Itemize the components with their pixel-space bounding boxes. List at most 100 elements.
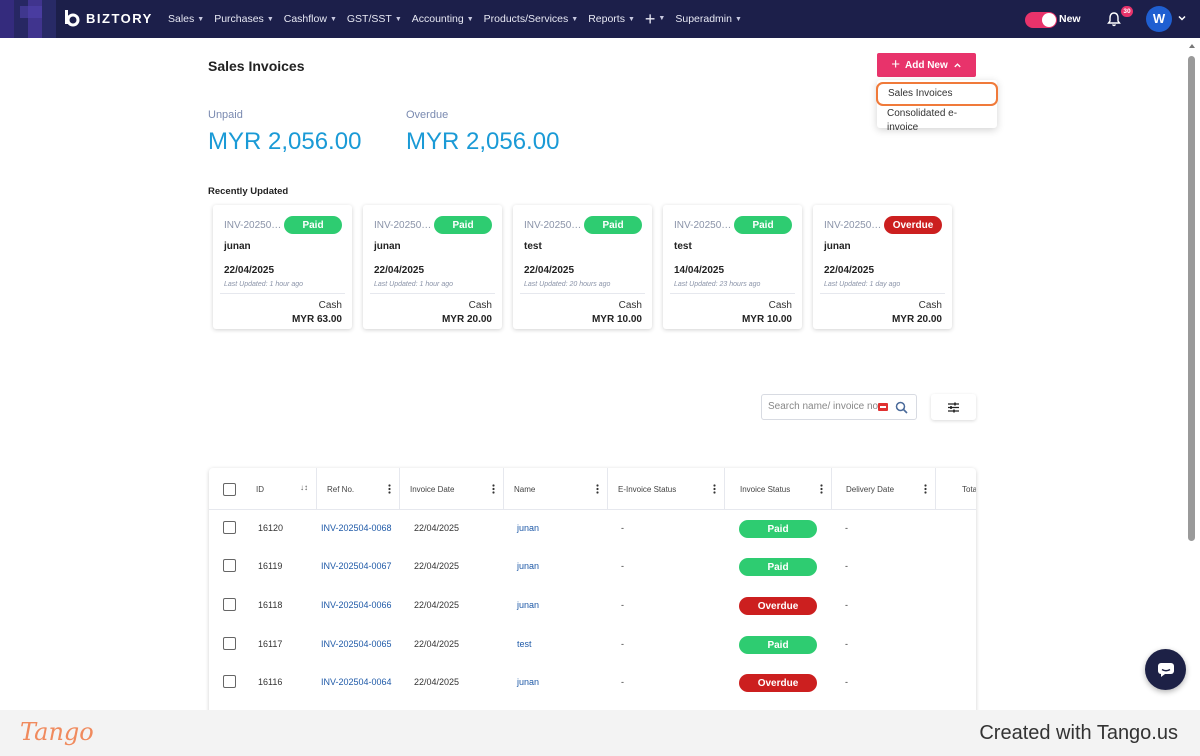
menu-item-products-services[interactable]: Products/Services ▼ bbox=[484, 13, 579, 25]
status-badge: Overdue bbox=[739, 597, 817, 615]
cell-name-link[interactable]: test bbox=[517, 639, 532, 649]
row-checkbox[interactable] bbox=[223, 521, 236, 534]
cell-name-link[interactable]: junan bbox=[517, 561, 540, 571]
bell-icon[interactable] bbox=[1106, 11, 1122, 27]
chevron-down-icon[interactable] bbox=[1177, 13, 1187, 23]
column-menu-icon[interactable] bbox=[713, 484, 716, 494]
column-header-name[interactable]: Name bbox=[503, 468, 607, 510]
cell-id: 16118 bbox=[258, 600, 283, 610]
column-menu-icon[interactable] bbox=[388, 484, 391, 494]
chat-support-button[interactable] bbox=[1145, 649, 1186, 690]
column-header-label: ID bbox=[256, 484, 264, 494]
add-new-dropdown: Sales Invoices Consolidated e-invoice bbox=[876, 80, 998, 133]
status-badge: Paid bbox=[734, 216, 792, 234]
table-row[interactable]: 16117 INV-202504-0065 22/04/2025 test - … bbox=[209, 625, 976, 663]
column-menu-icon[interactable] bbox=[492, 484, 495, 494]
cell-invoice-date: 22/04/2025 bbox=[414, 523, 460, 533]
table-row[interactable]: 16119 INV-202504-0067 22/04/2025 junan -… bbox=[209, 547, 976, 585]
add-new-button[interactable]: + Add New bbox=[877, 53, 976, 77]
status-badge: Overdue bbox=[739, 674, 817, 692]
search-icon[interactable] bbox=[895, 401, 908, 414]
status-badge: Paid bbox=[739, 520, 817, 538]
menu-item-reports[interactable]: Reports ▼ bbox=[588, 13, 635, 25]
cell-ref-link[interactable]: INV-202504-0066 bbox=[321, 600, 392, 610]
filter-button[interactable] bbox=[931, 394, 976, 420]
menu-item-accounting[interactable]: Accounting ▼ bbox=[412, 13, 474, 25]
status-badge: Paid bbox=[739, 558, 817, 576]
column-menu-icon[interactable] bbox=[924, 484, 927, 494]
card-amount: MYR 10.00 bbox=[741, 314, 792, 325]
search-input[interactable] bbox=[768, 401, 880, 412]
cell-ref-link[interactable]: INV-202504-0064 bbox=[321, 677, 392, 687]
cell-name-link[interactable]: junan bbox=[517, 677, 540, 687]
recent-invoice-card[interactable]: INV-202504-0063 Paid test 14/04/2025 Las… bbox=[663, 205, 802, 329]
row-checkbox[interactable] bbox=[223, 559, 236, 572]
cell-delivery-date: - bbox=[845, 677, 848, 687]
card-payment-method: Cash bbox=[468, 300, 492, 311]
menu-item-gst-sst[interactable]: GST/SST ▼ bbox=[347, 13, 402, 25]
column-menu-icon[interactable] bbox=[820, 484, 823, 494]
menu-item-purchases[interactable]: Purchases ▼ bbox=[214, 13, 274, 25]
scroll-up-arrow-icon[interactable] bbox=[1188, 42, 1196, 50]
brand-name: BIZTORY bbox=[86, 10, 153, 26]
column-header-invoice-date[interactable]: Invoice Date bbox=[399, 468, 503, 510]
row-checkbox[interactable] bbox=[223, 598, 236, 611]
password-manager-icon[interactable] bbox=[878, 403, 888, 411]
recent-invoice-card[interactable]: INV-202504-0068 Paid junan 22/04/2025 La… bbox=[213, 205, 352, 329]
row-checkbox[interactable] bbox=[223, 637, 236, 650]
quick-add-menu[interactable]: + ▼ bbox=[645, 10, 665, 28]
dropdown-item-sales-invoices[interactable]: Sales Invoices bbox=[876, 82, 998, 106]
menu-item-label: Products/Services bbox=[483, 13, 569, 25]
recent-invoice-card[interactable]: INV-202504-0067 Paid junan 22/04/2025 La… bbox=[363, 205, 502, 329]
table-row[interactable]: 16116 INV-202504-0064 22/04/2025 junan -… bbox=[209, 663, 976, 701]
top-navbar: BIZTORY Sales ▼ Purchases ▼ Cashflow ▼ GST/… bbox=[0, 0, 1200, 38]
row-checkbox[interactable] bbox=[223, 675, 236, 688]
column-header-label: Name bbox=[514, 484, 536, 494]
menu-item-superadmin[interactable]: Superadmin ▼ bbox=[675, 13, 742, 25]
recent-invoice-card[interactable]: INV-202504-0065 Paid test 22/04/2025 Las… bbox=[513, 205, 652, 329]
column-header-total[interactable]: Tota bbox=[935, 468, 976, 510]
select-all-checkbox[interactable] bbox=[223, 483, 236, 496]
table-row[interactable]: 16118 INV-202504-0066 22/04/2025 junan -… bbox=[209, 586, 976, 624]
card-payment-method: Cash bbox=[318, 300, 342, 311]
menu-item-label: Purchases bbox=[214, 13, 264, 25]
cell-name-link[interactable]: junan bbox=[517, 600, 540, 610]
page-scrollbar-thumb[interactable] bbox=[1188, 56, 1195, 541]
menu-item-label: GST/SST bbox=[346, 13, 392, 25]
column-header-label: E-Invoice Status bbox=[618, 484, 677, 494]
status-badge: Paid bbox=[284, 216, 342, 234]
column-header-delivery-date[interactable]: Delivery Date bbox=[831, 468, 935, 510]
cell-e-invoice-status: - bbox=[621, 600, 624, 610]
brand-logo[interactable]: BIZTORY bbox=[62, 8, 153, 28]
card-last-updated: Last Updated: 1 hour ago bbox=[374, 281, 454, 288]
cell-ref-link[interactable]: INV-202504-0065 bbox=[321, 639, 392, 649]
table-row[interactable]: 16120 INV-202504-0068 22/04/2025 junan -… bbox=[209, 509, 976, 547]
dropdown-item-consolidated-e-invoice[interactable]: Consolidated e-invoice bbox=[887, 108, 958, 133]
card-customer-name: junan bbox=[224, 241, 251, 252]
sort-descending-icon[interactable]: ↓↕ bbox=[300, 483, 308, 492]
column-header-id[interactable]: ID ↓↕ bbox=[246, 468, 316, 510]
menu-item-cashflow[interactable]: Cashflow ▼ bbox=[284, 13, 337, 25]
user-avatar[interactable]: W bbox=[1146, 6, 1172, 32]
cell-ref-link[interactable]: INV-202504-0068 bbox=[321, 523, 392, 533]
recent-invoice-card[interactable]: INV-202504-0066 Overdue junan 22/04/2025… bbox=[813, 205, 952, 329]
card-invoice-number: INV-202504-0068 bbox=[224, 220, 286, 231]
invoices-table: ID ↓↕ Ref No. Invoice Date Name E-Invoic… bbox=[209, 468, 976, 718]
notification-count-badge: 30 bbox=[1121, 6, 1133, 17]
card-payment-method: Cash bbox=[918, 300, 942, 311]
caret-down-icon: ▼ bbox=[658, 15, 666, 22]
cell-ref-link[interactable]: INV-202504-0067 bbox=[321, 561, 392, 571]
cell-name-link[interactable]: junan bbox=[517, 523, 540, 533]
caret-down-icon: ▼ bbox=[266, 15, 274, 23]
column-header-ref-no[interactable]: Ref No. bbox=[316, 468, 399, 510]
column-menu-icon[interactable] bbox=[596, 484, 599, 494]
menu-item-label: Cashflow bbox=[283, 13, 327, 25]
menu-item-sales[interactable]: Sales ▼ bbox=[168, 13, 204, 25]
column-header-e-invoice-status[interactable]: E-Invoice Status bbox=[607, 468, 724, 510]
caret-down-icon: ▼ bbox=[627, 15, 635, 23]
new-ui-toggle[interactable] bbox=[1025, 12, 1057, 28]
overdue-label: Overdue bbox=[406, 109, 449, 121]
cell-invoice-date: 22/04/2025 bbox=[414, 677, 460, 687]
column-header-invoice-status[interactable]: Invoice Status bbox=[724, 468, 831, 510]
caret-down-icon: ▼ bbox=[197, 15, 205, 23]
